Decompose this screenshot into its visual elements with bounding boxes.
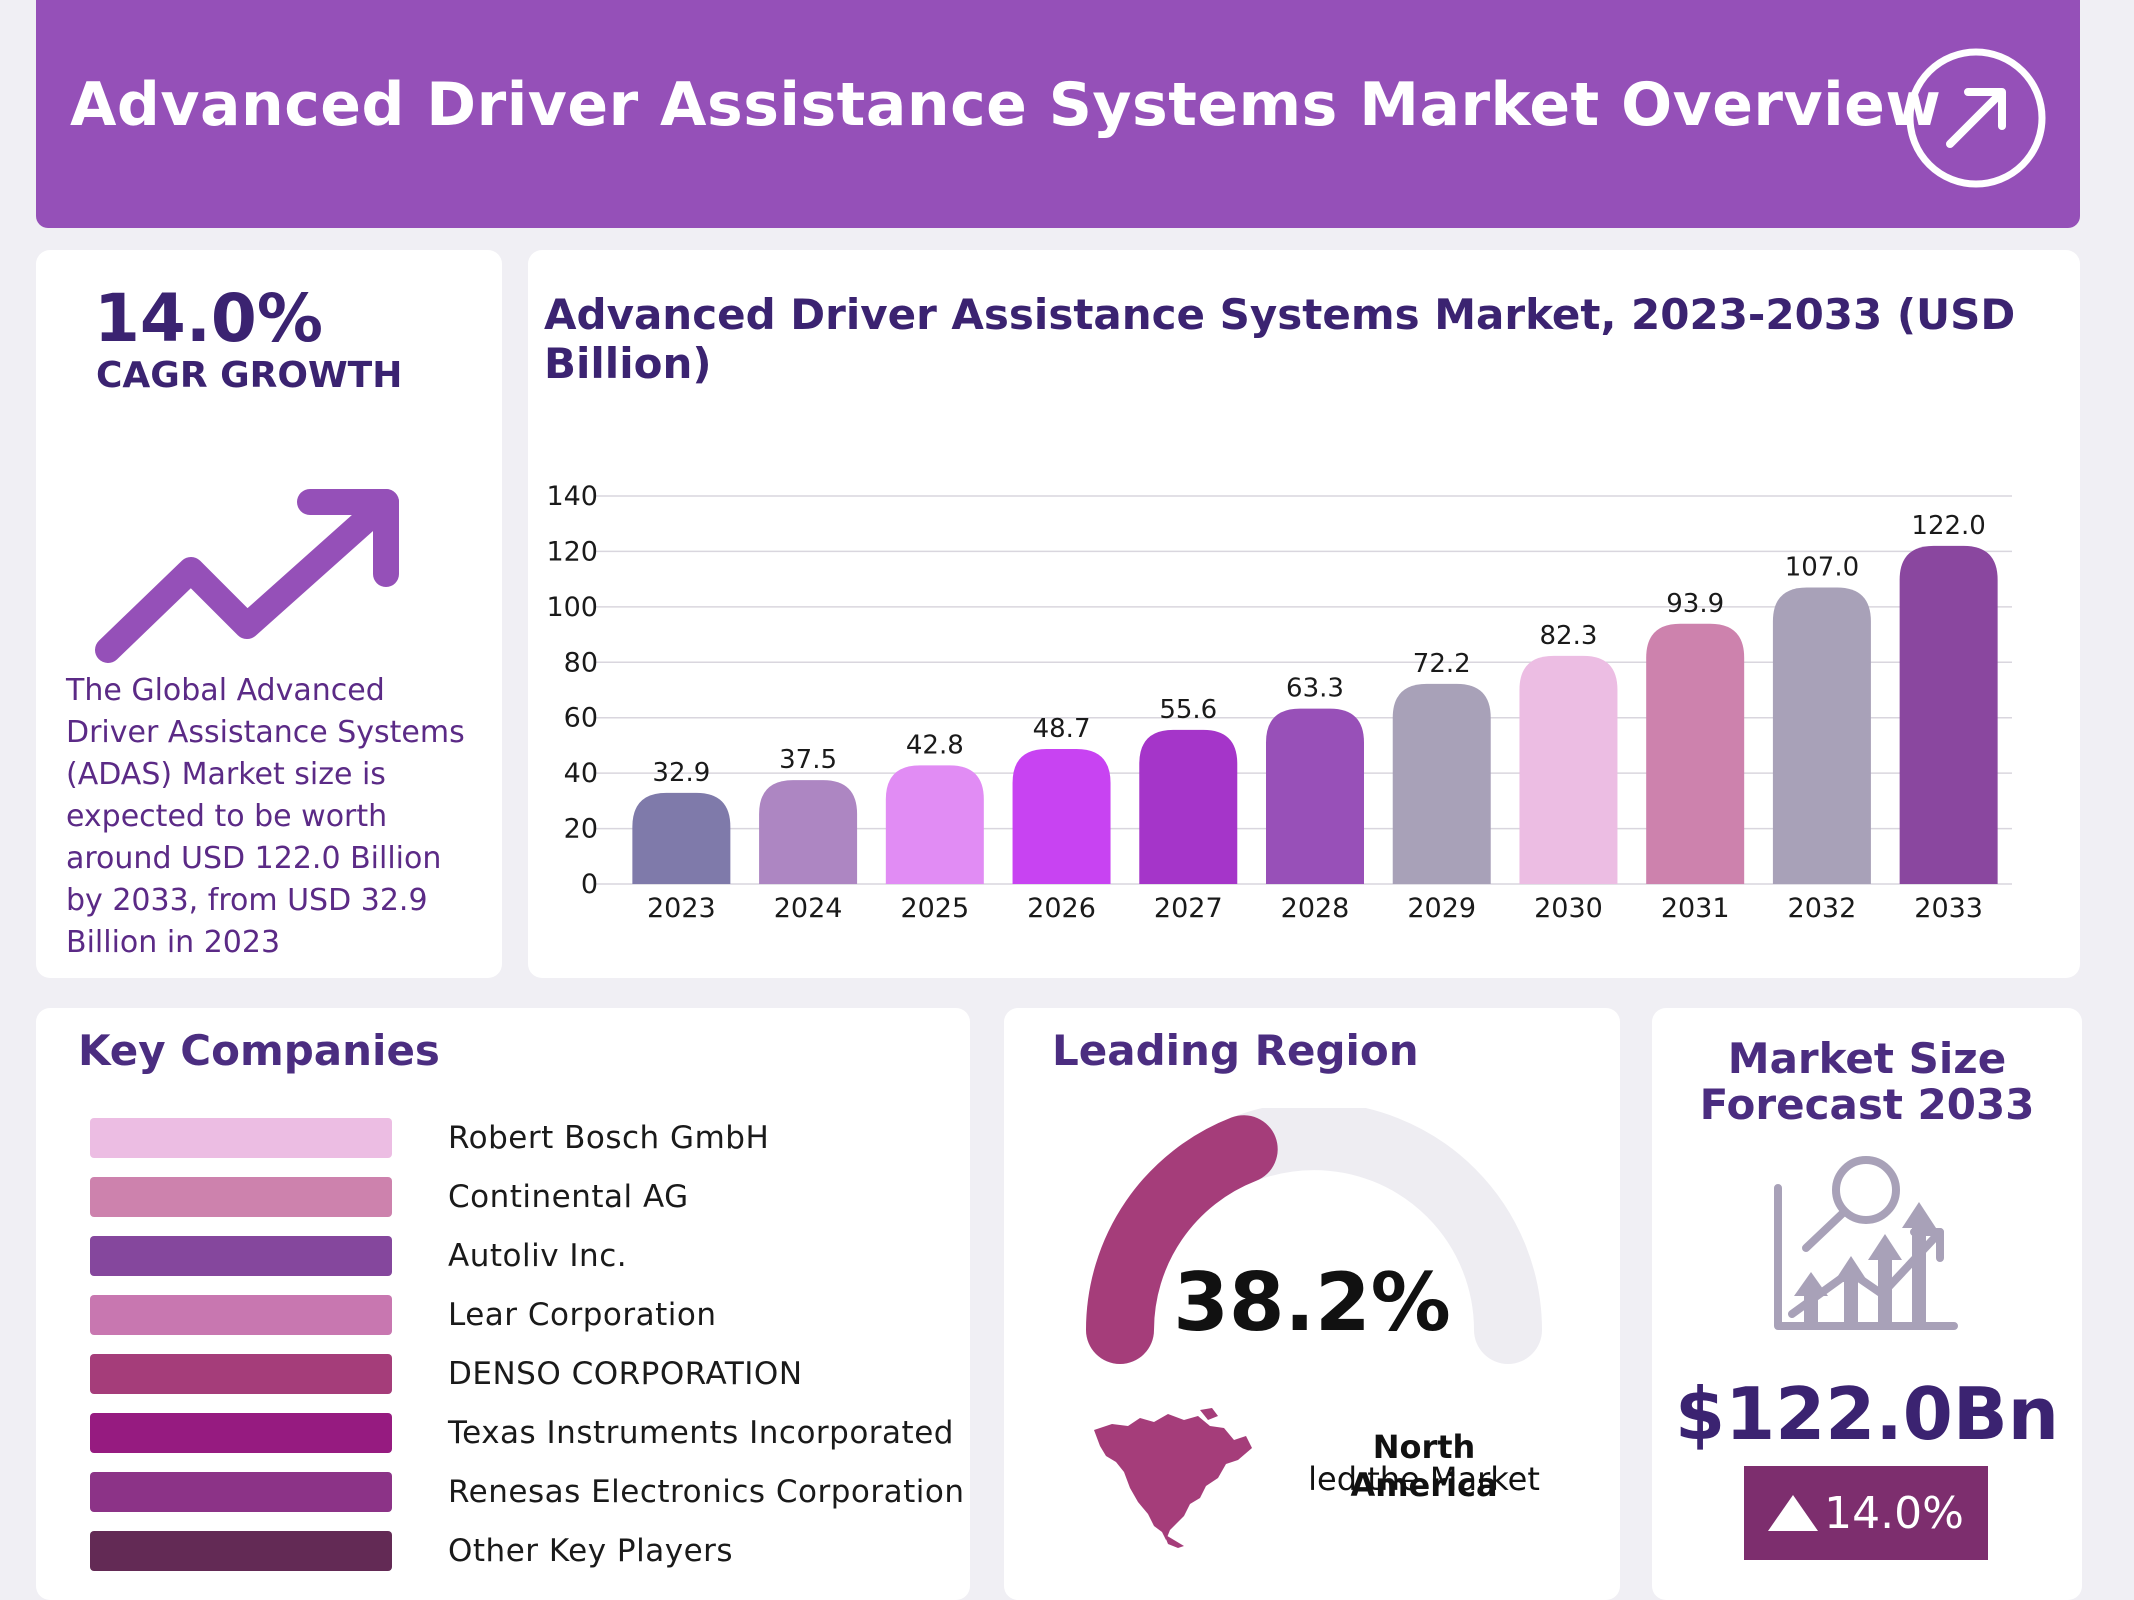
key-companies-card: Key Companies Robert Bosch GmbH Continent… — [36, 1008, 970, 1600]
y-tick-label: 100 — [546, 592, 598, 623]
chart-card: Advanced Driver Assistance Systems Marke… — [528, 250, 2080, 978]
bar — [1772, 587, 1871, 884]
bar — [632, 792, 731, 884]
data-label: 32.9 — [652, 758, 710, 788]
company-name: Robert Bosch GmbH — [448, 1120, 770, 1156]
bar — [759, 780, 858, 884]
cagr-card: 14.0% CAGR GROWTH The Global Advanced Dr… — [36, 250, 502, 978]
bar — [1646, 623, 1745, 884]
bar-chart: 0 20 40 60 80 100 120 140 32.9 2023 37.5 2024 42.8 20… — [546, 481, 2012, 924]
company-name: Texas Instruments Incorporated — [448, 1415, 954, 1451]
company-name: Continental AG — [448, 1179, 689, 1215]
data-label: 82.3 — [1540, 621, 1598, 651]
bar — [1899, 545, 1998, 884]
market-size-title: Market Size Forecast 2033 — [1652, 1036, 2082, 1128]
leading-region-title: Leading Region — [1052, 1026, 1419, 1075]
list-item: Texas Instruments Incorporated — [90, 1411, 970, 1453]
gauge-fill — [1086, 1115, 1278, 1364]
region-name: North America — [1350, 1428, 1498, 1504]
data-label: 42.8 — [906, 730, 964, 760]
list-item: Robert Bosch GmbH — [90, 1116, 970, 1158]
company-color-swatch — [90, 1472, 392, 1512]
chart-title: Advanced Driver Assistance Systems Marke… — [544, 290, 2016, 388]
y-tick-label: 140 — [546, 481, 598, 512]
y-tick-label: 20 — [564, 814, 598, 845]
x-tick-label: 2027 — [1154, 893, 1223, 924]
company-color-swatch — [90, 1177, 392, 1217]
company-color-swatch — [90, 1531, 392, 1571]
cagr-description: The Global Advanced Driver Assistance Sy… — [66, 673, 465, 960]
cagr-label: CAGR GROWTH — [96, 355, 403, 396]
region-subtitle: led the Market — [1308, 1460, 1540, 1498]
y-tick-label: 80 — [564, 647, 598, 678]
data-label: 63.3 — [1286, 674, 1344, 704]
data-label: 55.6 — [1159, 695, 1217, 725]
data-label: 72.2 — [1413, 649, 1471, 679]
bar — [1519, 655, 1618, 884]
market-size-value: $122.0Bn — [1675, 1372, 2059, 1456]
growth-badge: 14.0% — [1744, 1466, 1988, 1560]
header-banner: Advanced Driver Assistance Systems Marke… — [36, 0, 2080, 228]
company-name: Autoliv Inc. — [448, 1238, 628, 1274]
y-tick-label: 0 — [581, 869, 598, 900]
market-size-title-line2: Forecast 2033 — [1699, 1080, 2035, 1129]
data-label: 107.0 — [1785, 552, 1859, 582]
x-tick-label: 2029 — [1407, 893, 1476, 924]
leading-region-card: Leading Region 38.2% North America led t… — [1004, 1008, 1620, 1600]
bar — [885, 765, 984, 884]
triangle-up-icon — [1768, 1495, 1819, 1531]
market-size-card: Market Size Forecast 2033 $122.0Bn 14.0% — [1652, 1008, 2082, 1600]
x-tick-label: 2028 — [1281, 893, 1350, 924]
region-share-value: 38.2% — [1173, 1256, 1451, 1349]
company-name: Lear Corporation — [448, 1297, 717, 1333]
data-label: 48.7 — [1033, 714, 1091, 744]
data-label: 37.5 — [779, 745, 837, 775]
y-tick-label: 60 — [564, 703, 598, 734]
market-size-title-line1: Market Size — [1727, 1034, 2007, 1083]
data-label: 93.9 — [1666, 589, 1724, 619]
bar — [1266, 708, 1364, 884]
company-color-swatch — [90, 1118, 392, 1158]
company-color-swatch — [90, 1236, 392, 1276]
key-companies-title: Key Companies — [78, 1026, 440, 1075]
data-label: 122.0 — [1911, 511, 1985, 541]
list-item: Renesas Electronics Corporation — [90, 1470, 970, 1512]
x-tick-label: 2024 — [774, 893, 843, 924]
company-color-swatch — [90, 1413, 392, 1453]
growth-badge-value: 14.0% — [1824, 1487, 1964, 1539]
list-item: Lear Corporation — [90, 1293, 970, 1335]
x-tick-label: 2033 — [1914, 893, 1983, 924]
bar — [1392, 683, 1491, 884]
y-tick-label: 120 — [546, 536, 598, 567]
x-tick-label: 2031 — [1661, 893, 1730, 924]
arrow-up-right-icon[interactable] — [1904, 46, 2048, 190]
company-name: Renesas Electronics Corporation — [448, 1474, 965, 1510]
list-item: Continental AG — [90, 1175, 970, 1217]
x-tick-label: 2032 — [1788, 893, 1857, 924]
company-name: DENSO CORPORATION — [448, 1356, 803, 1392]
region-share-gauge — [1086, 1108, 1542, 1364]
list-item: Autoliv Inc. — [90, 1234, 970, 1276]
trend-up-arrow-icon — [95, 489, 399, 663]
page-title: Advanced Driver Assistance Systems Marke… — [70, 70, 1942, 140]
y-tick-label: 40 — [564, 758, 598, 789]
x-tick-label: 2023 — [647, 893, 716, 924]
list-item: Other Key Players — [90, 1529, 970, 1571]
growth-chart-magnifier-icon — [1774, 1156, 1958, 1330]
x-tick-label: 2026 — [1027, 893, 1096, 924]
cagr-value: 14.0% — [94, 280, 323, 357]
list-item: DENSO CORPORATION — [90, 1352, 970, 1394]
company-color-swatch — [90, 1295, 392, 1335]
north-america-map-icon — [1094, 1408, 1252, 1548]
x-tick-label: 2025 — [900, 893, 969, 924]
bar — [1012, 749, 1111, 884]
company-name: Other Key Players — [448, 1533, 734, 1569]
x-tick-label: 2030 — [1534, 893, 1603, 924]
bar — [1139, 729, 1238, 884]
company-color-swatch — [90, 1354, 392, 1394]
